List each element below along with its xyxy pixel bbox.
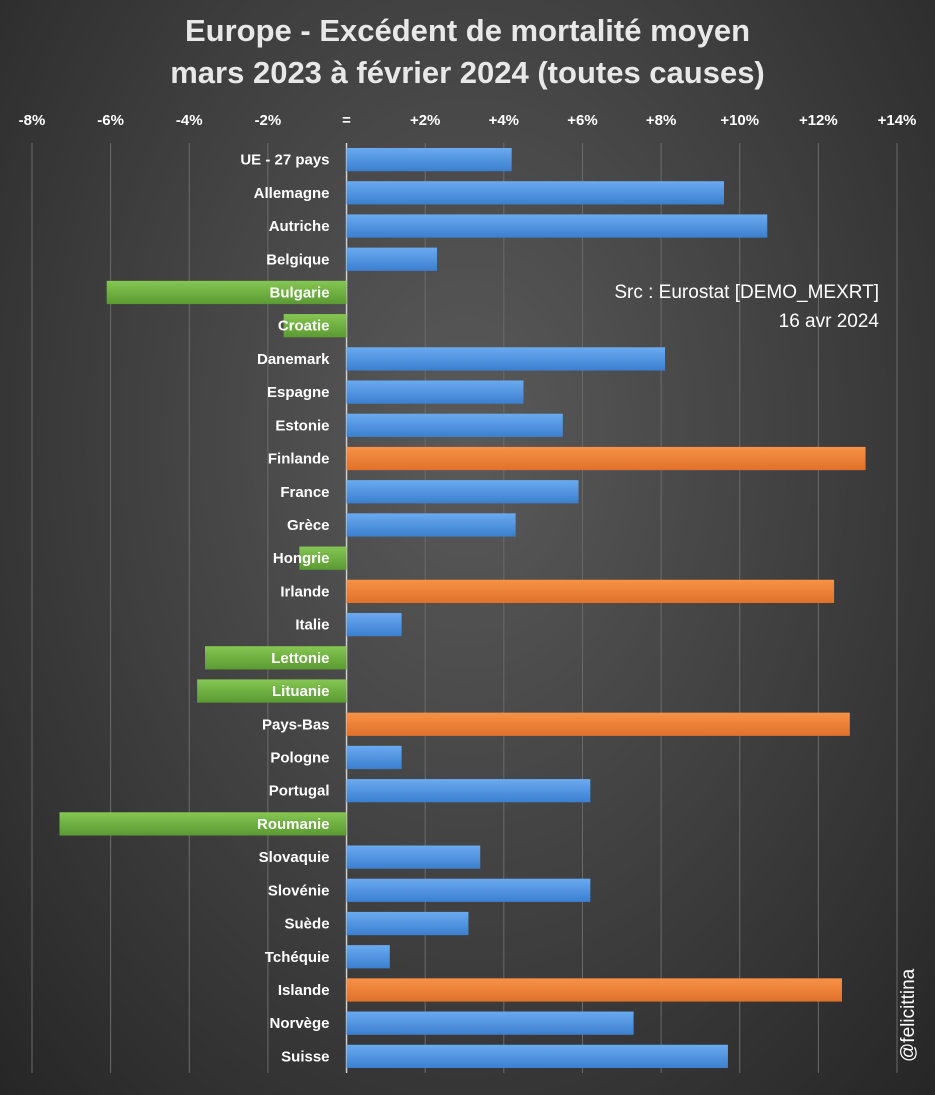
bar-hongrie [299, 546, 347, 570]
category-label: Allemagne [254, 185, 330, 202]
bar-lituanie [197, 679, 347, 703]
category-label: Pays-Bas [262, 716, 330, 733]
category-label: Irlande [280, 583, 329, 600]
bar-autriche [346, 214, 768, 238]
bar-grèce [346, 513, 516, 537]
bar-pologne [346, 745, 402, 770]
bar-slovénie [346, 878, 591, 902]
x-tick-label: +2% [410, 112, 440, 129]
category-label: Islande [278, 982, 330, 999]
x-tick-label: -8% [19, 112, 46, 129]
bar-allemagne [346, 181, 724, 205]
bar-slovaquie [346, 845, 481, 869]
bar-lettonie [205, 646, 347, 670]
category-label: Portugal [269, 783, 330, 800]
bar-tchéquie [346, 945, 390, 969]
x-tick-label: +6% [567, 112, 597, 129]
bar-finlande [346, 446, 866, 471]
bar-ue-27-pays [346, 147, 512, 172]
category-label: Belgique [266, 251, 329, 268]
bar-suède [346, 911, 469, 936]
category-label: UE - 27 pays [240, 152, 329, 169]
x-tick-label: -4% [176, 112, 203, 129]
x-tick-label: -2% [255, 112, 282, 129]
x-tick-label: +10% [720, 112, 759, 129]
category-label: Slovaquie [259, 849, 330, 866]
watermark: @felicittina [898, 968, 919, 1062]
bar-estonie [346, 413, 563, 437]
category-label: Espagne [267, 384, 330, 401]
category-label: Hongrie [273, 550, 330, 567]
bar-italie [346, 612, 402, 637]
category-label: Danemark [257, 351, 330, 368]
bar-islande [346, 978, 842, 1002]
source-note: Src : Eurostat [DEMO_MEXRT] 16 avr 2024 [614, 278, 879, 336]
chart-title-line2: mars 2023 à février 2024 (toutes causes) [170, 55, 765, 90]
bar-roumanie [59, 812, 347, 836]
category-label: Tchéquie [265, 949, 330, 966]
bar-danemark [346, 347, 666, 371]
category-label: Estonie [275, 417, 329, 434]
x-tick-label: +4% [489, 112, 519, 129]
category-labels: UE - 27 pays Allemagne Autriche Belgique Bul… [240, 152, 330, 1066]
category-label: Pologne [270, 749, 329, 766]
bar-bulgarie [106, 280, 347, 305]
chart-title-line1: Europe - Excédent de mortalité moyen [184, 13, 751, 48]
category-label: Croatie [278, 318, 330, 335]
category-label: Slovénie [268, 882, 330, 899]
x-axis-ticks: -8% -6% -4% -2% = +2% +4% +6% +8% +10% +12% +14% [19, 112, 917, 129]
bar-espagne [346, 380, 524, 404]
category-label: Bulgarie [270, 284, 330, 301]
bar-belgique [346, 247, 437, 271]
x-tick-label: -6% [97, 112, 124, 129]
category-label: Lettonie [271, 650, 329, 667]
category-label: Autriche [269, 218, 330, 235]
bar-pays-bas [346, 712, 850, 736]
category-label: Roumanie [257, 816, 330, 833]
category-label: France [280, 484, 329, 501]
bar-france [346, 480, 579, 504]
category-label: Suisse [281, 1048, 329, 1065]
bars [59, 147, 866, 1069]
category-label: Italie [295, 617, 329, 634]
source-line1: Src : Eurostat [DEMO_MEXRT] [614, 282, 879, 303]
x-tick-label: = [342, 112, 351, 129]
source-line2: 16 avr 2024 [778, 311, 879, 332]
x-tick-label: +12% [799, 112, 838, 129]
bar-irlande [346, 579, 835, 604]
x-tick-label: +14% [878, 112, 917, 129]
category-label: Norvège [270, 1015, 330, 1032]
bar-croatie [283, 314, 347, 338]
bar-portugal [346, 779, 591, 803]
bar-suisse [346, 1044, 728, 1069]
bar-norvège [346, 1011, 634, 1035]
x-tick-label: +8% [646, 112, 676, 129]
category-label: Grèce [287, 517, 330, 534]
category-label: Suède [285, 916, 330, 933]
category-label: Lituanie [272, 683, 330, 700]
category-label: Finlande [268, 451, 330, 468]
chart-title: Europe - Excédent de mortalité moyen mar… [0, 10, 935, 94]
